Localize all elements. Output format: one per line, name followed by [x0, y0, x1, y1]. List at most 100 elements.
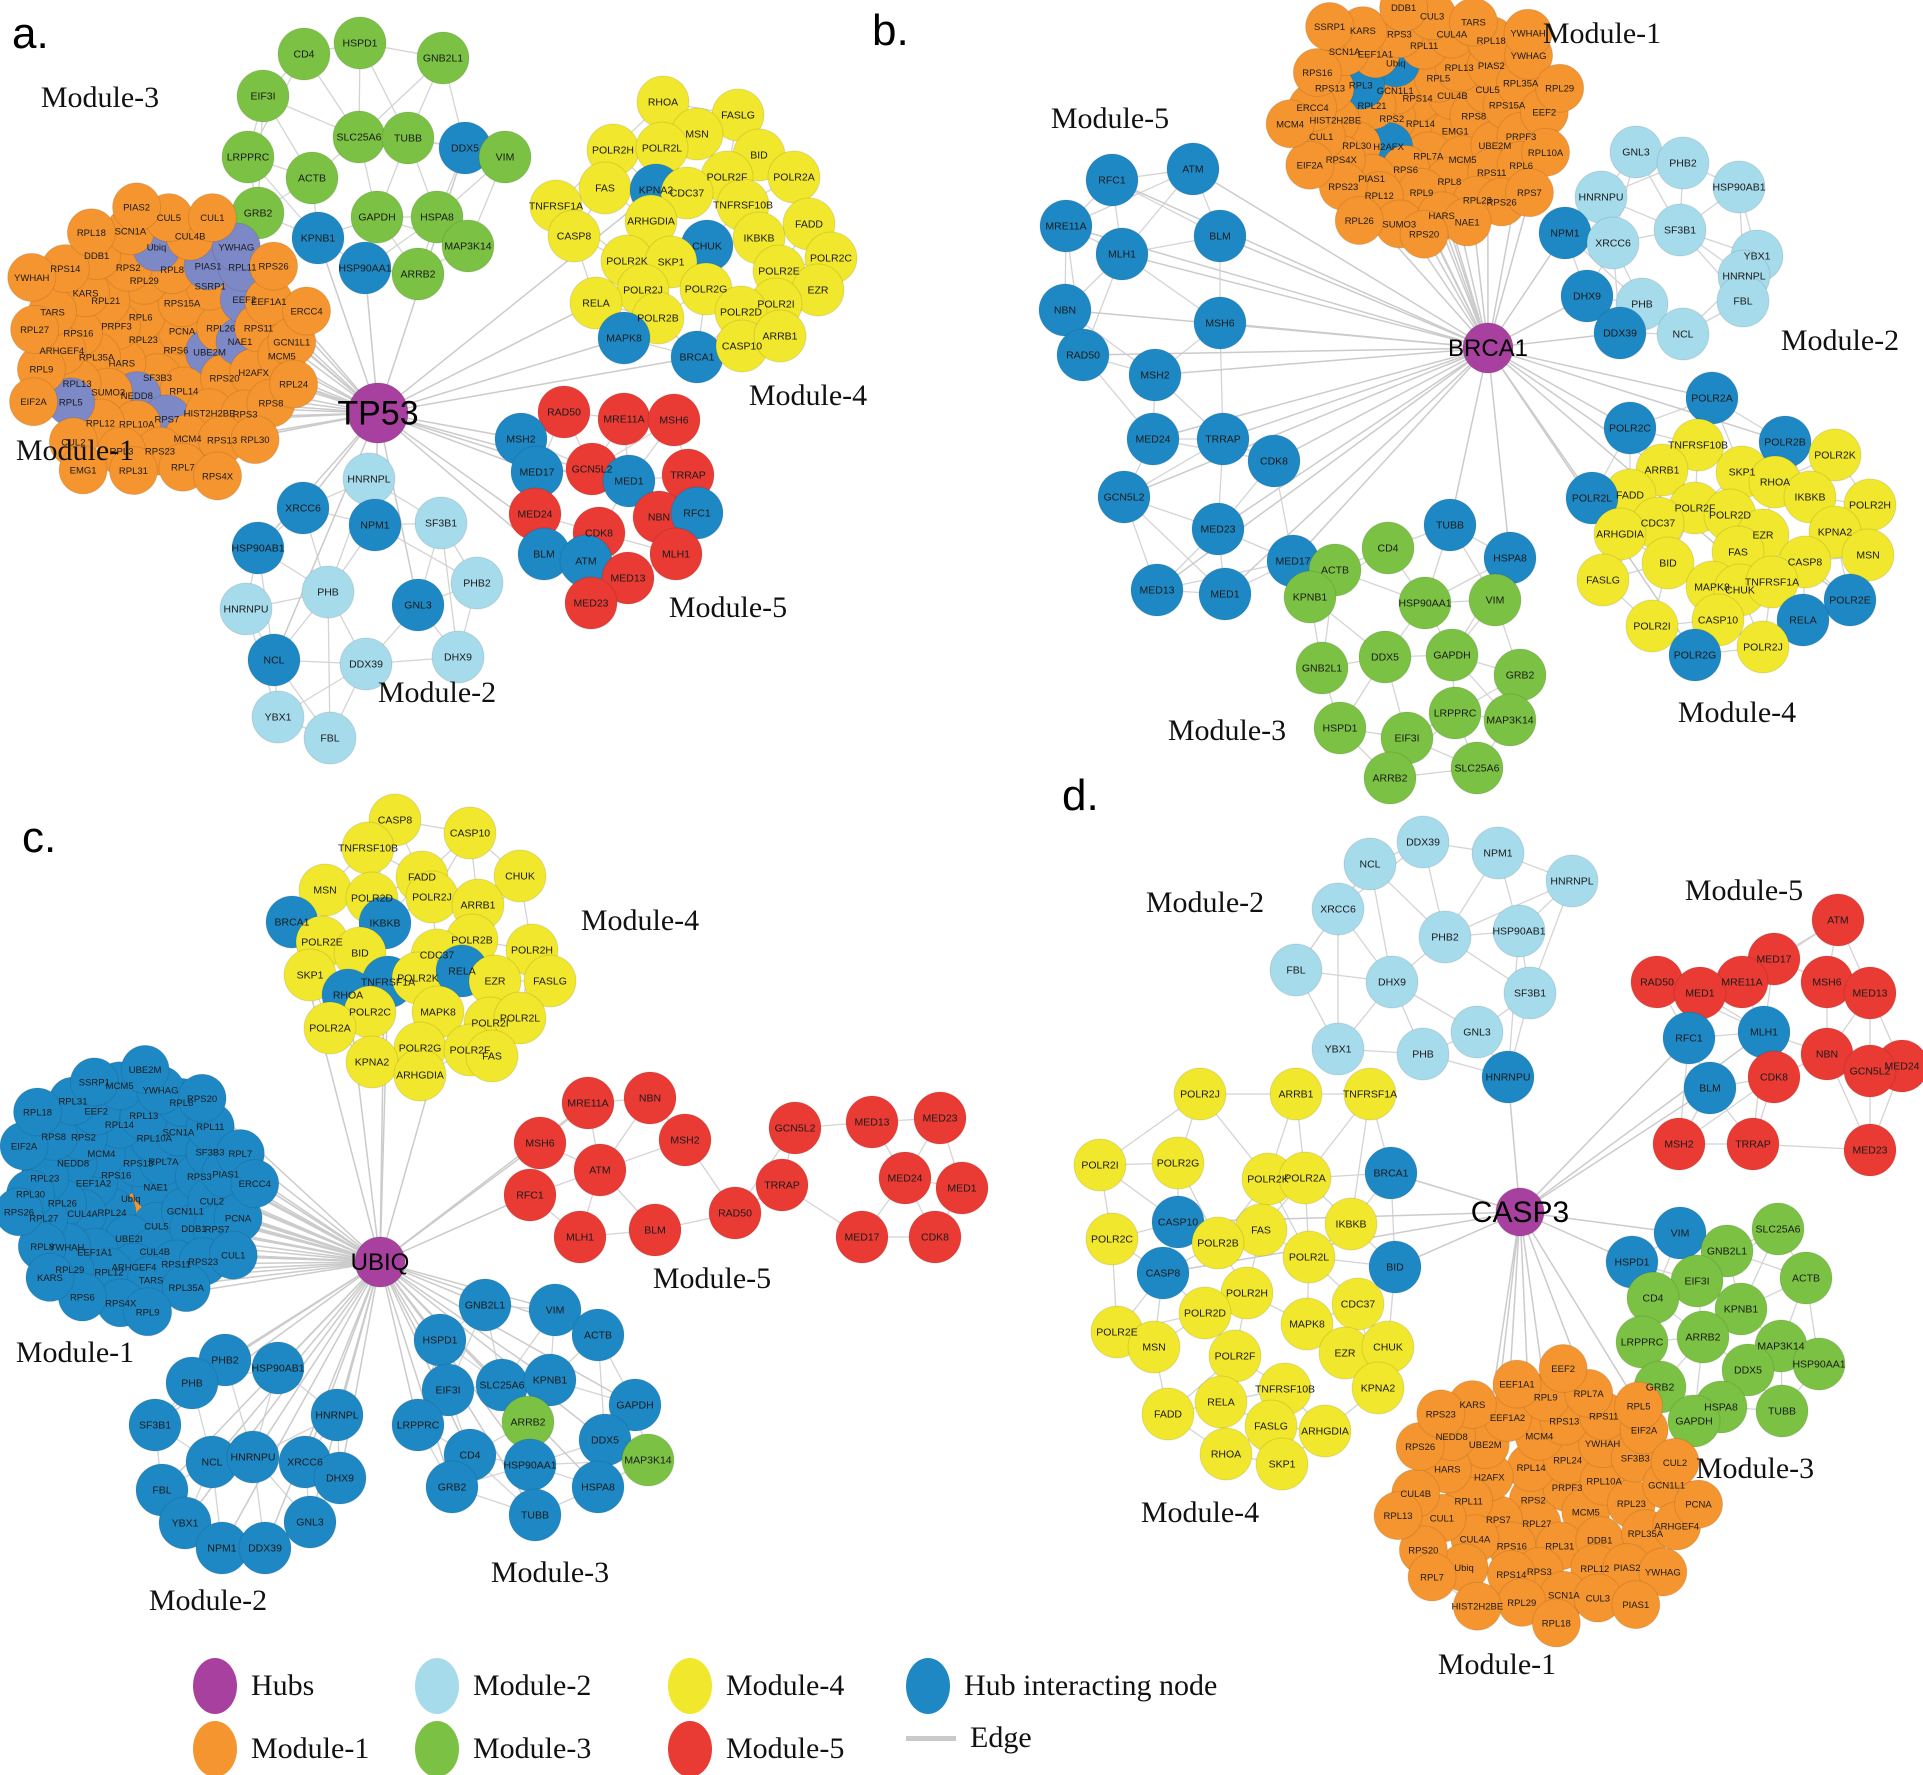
node-CUL1[interactable] [187, 193, 237, 243]
node-MED13[interactable] [1843, 966, 1897, 1020]
node-NCL[interactable] [1343, 837, 1397, 891]
node-FBL[interactable] [1269, 943, 1323, 997]
node-MAPK8[interactable] [597, 311, 651, 365]
node-MED24[interactable] [878, 1151, 932, 1205]
node-VIM[interactable] [528, 1283, 582, 1337]
node-GCN5L2[interactable] [1843, 1044, 1897, 1098]
node-GAPDH[interactable] [1667, 1394, 1721, 1448]
node-RPS23[interactable] [1416, 1389, 1466, 1439]
node-GRB2[interactable] [1493, 648, 1547, 702]
node-MAPK8[interactable] [1280, 1297, 1334, 1351]
node-HIST2H2BE[interactable] [1452, 1581, 1502, 1631]
node-DDB1[interactable] [1379, 0, 1429, 33]
node-POLR2L[interactable] [493, 991, 547, 1045]
node-KPNA2[interactable] [345, 1035, 399, 1089]
node-POLR2G[interactable] [1151, 1136, 1205, 1190]
node-LRPPRC[interactable] [391, 1398, 445, 1452]
node-LRPPRC[interactable] [1615, 1315, 1669, 1369]
node-FAS[interactable] [578, 161, 632, 215]
node-CD4[interactable] [277, 27, 331, 81]
node-YBX1[interactable] [251, 690, 305, 744]
node-NPM1[interactable] [1471, 826, 1525, 880]
node-HSP90AA1[interactable] [503, 1438, 557, 1492]
node-ACTB[interactable] [285, 151, 339, 205]
node-FADD[interactable] [1141, 1387, 1195, 1441]
node-CDK8[interactable] [908, 1210, 962, 1264]
node-KPNB1[interactable] [1714, 1282, 1768, 1336]
node-RPL5[interactable] [1614, 1381, 1664, 1431]
node-YWHAH[interactable] [7, 252, 57, 302]
node-KPNB1[interactable] [523, 1353, 577, 1407]
node-YBX1[interactable] [158, 1496, 212, 1550]
node-RELA[interactable] [1194, 1375, 1248, 1429]
node-MSN[interactable] [1127, 1320, 1181, 1374]
node-EIF3I[interactable] [421, 1363, 475, 1417]
node-TRRAP[interactable] [755, 1158, 809, 1212]
node-RPS16[interactable] [1292, 47, 1342, 97]
node-PHB2[interactable] [450, 556, 504, 610]
node-CUL2[interactable] [1650, 1437, 1700, 1487]
node-NPM1[interactable] [348, 498, 402, 552]
node-YWHAG[interactable] [1638, 1547, 1688, 1597]
node-FASLG[interactable] [523, 954, 577, 1008]
node-SSRP1[interactable] [1305, 2, 1355, 52]
node-MSH2[interactable] [658, 1113, 712, 1167]
node-RPS20[interactable] [1399, 209, 1449, 259]
node-MRE11A[interactable] [561, 1076, 615, 1130]
node-RAD50[interactable] [1056, 328, 1110, 382]
node-POLR2J[interactable] [405, 870, 459, 924]
node-TRRAP[interactable] [1196, 412, 1250, 466]
node-RPS26[interactable] [0, 1187, 44, 1237]
node-XRCC6[interactable] [1586, 216, 1640, 270]
hub-CASP3[interactable] [1495, 1187, 1545, 1237]
node-MLH1[interactable] [1095, 227, 1149, 281]
node-PCNA[interactable] [1674, 1479, 1724, 1529]
node-PHB2[interactable] [1656, 136, 1710, 190]
node-SF3B1[interactable] [414, 496, 468, 550]
node-ATM[interactable] [1811, 893, 1865, 947]
node-EIF2A[interactable] [1285, 140, 1335, 190]
node-DHX9[interactable] [1560, 269, 1614, 323]
node-GNB2L1[interactable] [1295, 641, 1349, 695]
node-XRCC6[interactable] [276, 481, 330, 535]
node-RPL30[interactable] [230, 415, 280, 465]
node-POLR2C[interactable] [1603, 401, 1657, 455]
node-CD4[interactable] [1626, 1271, 1680, 1325]
node-MSH6[interactable] [1193, 296, 1247, 350]
node-BID[interactable] [1641, 536, 1695, 590]
node-HSPA8[interactable] [571, 1460, 625, 1514]
node-HSP90AB1[interactable] [1712, 160, 1766, 214]
node-HSP90AB1[interactable] [231, 521, 285, 575]
node-HNRNPU[interactable] [226, 1430, 280, 1484]
node-CDK8[interactable] [1747, 1050, 1801, 1104]
node-CD4[interactable] [1361, 521, 1415, 575]
node-RPS20[interactable] [177, 1073, 227, 1123]
node-MCM4[interactable] [1265, 99, 1315, 149]
node-RHOA[interactable] [1199, 1427, 1253, 1481]
node-MED13[interactable] [601, 551, 655, 605]
node-RPS7[interactable] [1504, 168, 1554, 218]
node-MED1[interactable] [1673, 966, 1727, 1020]
node-FASLG[interactable] [1576, 553, 1630, 607]
node-POLR2K[interactable] [1808, 428, 1862, 482]
node-ARRB2[interactable] [391, 247, 445, 301]
node-LRPPRC[interactable] [1428, 686, 1482, 740]
node-KPNA2[interactable] [1351, 1361, 1405, 1415]
node-BLM[interactable] [1193, 209, 1247, 263]
node-SF3B1[interactable] [1653, 203, 1707, 257]
node-POLR2I[interactable] [1625, 599, 1679, 653]
node-MED13[interactable] [845, 1095, 899, 1149]
node-GAPDH[interactable] [350, 190, 404, 244]
node-GNL3[interactable] [283, 1495, 337, 1549]
node-NCL[interactable] [1656, 307, 1710, 361]
hub-UBIQ[interactable] [354, 1236, 406, 1288]
node-HSPD1[interactable] [333, 16, 387, 70]
node-POLR2A[interactable] [1685, 371, 1739, 425]
node-POLR2G[interactable] [1668, 628, 1722, 682]
node-MED23[interactable] [1191, 502, 1245, 556]
node-PIAS2[interactable] [112, 182, 162, 232]
node-NCL[interactable] [247, 633, 301, 687]
node-VIM[interactable] [1653, 1206, 1707, 1260]
node-MAP3K14[interactable] [1483, 693, 1537, 747]
node-RPS4X[interactable] [193, 451, 243, 501]
